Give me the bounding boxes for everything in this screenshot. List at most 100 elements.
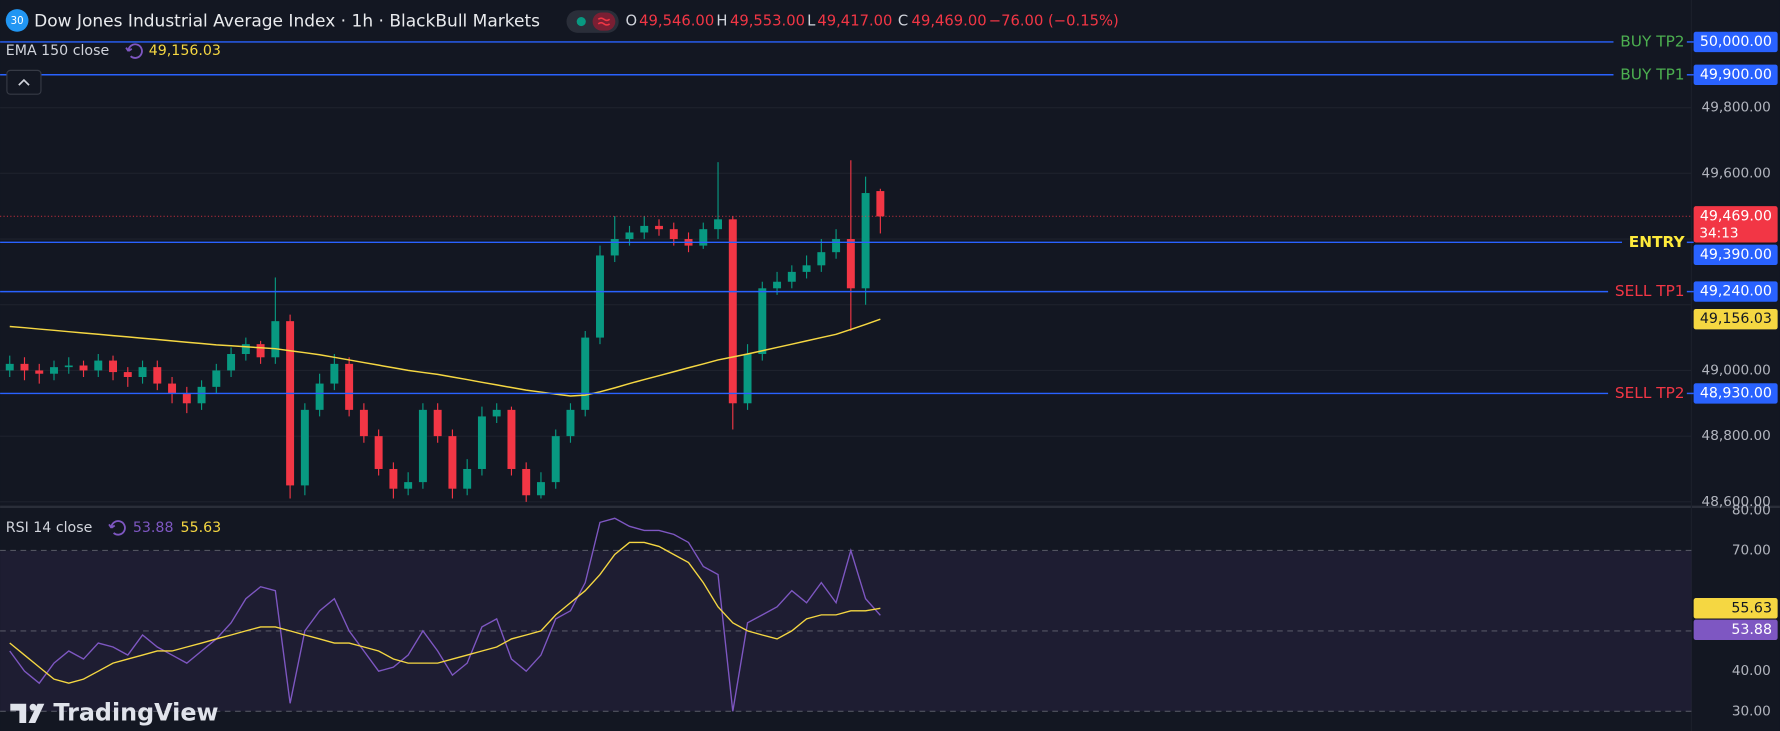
candle-body [300,409,309,486]
candle-body [50,367,58,374]
grid: 48,600.00 48,800.00 49,000.00 49,600.00 49,8… [0,100,1771,719]
collapse-button[interactable] [6,69,42,95]
ohlc-key: C [898,13,908,30]
level-tag: 49,900.00 [1700,67,1772,83]
rsi-tag-bg [1693,619,1778,641]
candle-body [315,383,324,410]
rsi-legend-value: 53.88 [133,520,174,536]
candle-body [197,386,206,404]
level-name: ENTRY [1629,233,1686,251]
ema-line [9,318,881,397]
symbol-badge[interactable] [5,9,29,32]
candle-body [551,436,560,483]
change: −76.00 (−0.15%) [989,13,1119,30]
candle-body [625,232,634,240]
candle-body [168,383,177,394]
rsi-line [9,541,881,684]
level-tag-bg [1693,31,1778,53]
ohlc-value: 49,469.00 [912,13,987,30]
candle-body [596,255,604,338]
candle-body [404,482,413,489]
candle-body [345,363,354,410]
tags: BUY TP2 BUY TP1 ENTRY SELL TP1 SELL TP2 50,00… [1615,31,1778,641]
candle-body [138,367,147,378]
ohlc-value: 49,546.00 [639,13,714,30]
ui: 30 Dow Jones Industrial Average Index · … [5,9,619,726]
ohlc-key: O [626,13,638,30]
candle-body [728,219,737,404]
candle-body [448,436,457,489]
candle-body [802,265,811,272]
last-price-tag-bg [1693,206,1778,243]
level-tag-bg [1693,64,1778,86]
level-tag: 49,390.00 [1700,247,1772,263]
rsi-tag-bg [1693,598,1778,619]
ohlc-key: L [807,13,816,30]
candle-body [699,229,708,246]
candle-body [743,354,752,404]
y-tick-label: 49,600.00 [1702,165,1771,181]
level-name: BUY TP1 [1620,65,1684,83]
candle-body [463,468,472,489]
candle-body [5,363,14,371]
level-name: BUY TP2 [1620,32,1684,50]
candle-body [109,360,118,373]
rsi-legend-icon [108,520,126,536]
last-price-tag: 49,469.00 [1700,208,1772,224]
candle-body [714,219,723,230]
candle-body [846,239,855,289]
rsi-tick-label: 70.00 [1732,542,1771,558]
candle-body [20,363,29,371]
candle-body [286,321,295,486]
rsi-line [9,517,881,712]
level-tag-bg [1693,244,1778,266]
collapse-chevron [18,78,30,86]
candle-body [35,370,44,374]
rsi-tag: 55.63 [1731,600,1772,616]
candle-body [182,393,191,404]
rsi-tick-label: 80.00 [1732,502,1771,518]
candle-body [330,363,339,384]
candle-body [832,239,841,253]
candle-body [876,191,885,217]
chart-title[interactable]: Dow Jones Industrial Average Index · 1h … [34,12,540,32]
ohlc-value: 49,553.00 [730,13,805,30]
candle-body [581,337,590,410]
level-tag: 49,240.00 [1700,284,1772,300]
ema-legend-value: 49,156.03 [149,43,221,59]
y-tick-label: 49,800.00 [1702,100,1771,116]
candle-body [418,409,427,483]
ema-legend-name[interactable]: EMA 150 close [6,43,109,59]
candle-body [610,239,619,256]
marks [0,41,1694,712]
watermark[interactable]: TradingView [53,698,218,726]
y-tick-label: 48,800.00 [1702,428,1771,444]
candle-body [861,193,870,289]
level-tag: 50,000.00 [1700,34,1772,50]
y-tick-label: 49,000.00 [1702,362,1771,378]
rsi-band [0,550,1692,712]
ema-legend-icon [125,43,143,59]
candle-body [79,365,88,371]
rsi-ma-legend-value: 55.63 [181,520,222,536]
watermark-logo-dot [29,703,37,711]
level-tag-bg [1693,383,1778,404]
candle-body [123,372,132,378]
badge-text: 30 [11,16,24,27]
candle-body [374,436,383,469]
candle-body [669,229,678,240]
candle-body [492,409,501,417]
candle-body [227,354,236,371]
ohlc-key: H [716,13,727,30]
candle-body [640,225,649,233]
rsi-tag: 53.88 [1731,622,1772,638]
rsi-legend-name[interactable]: RSI 14 close [6,520,93,536]
ema-tag-bg [1693,308,1778,330]
data-status-glyph [597,17,611,26]
level-tag: 48,930.00 [1700,385,1772,401]
candle-body [64,365,73,368]
candle-body [655,225,663,230]
rsi-tick-label: 30.00 [1732,703,1771,719]
